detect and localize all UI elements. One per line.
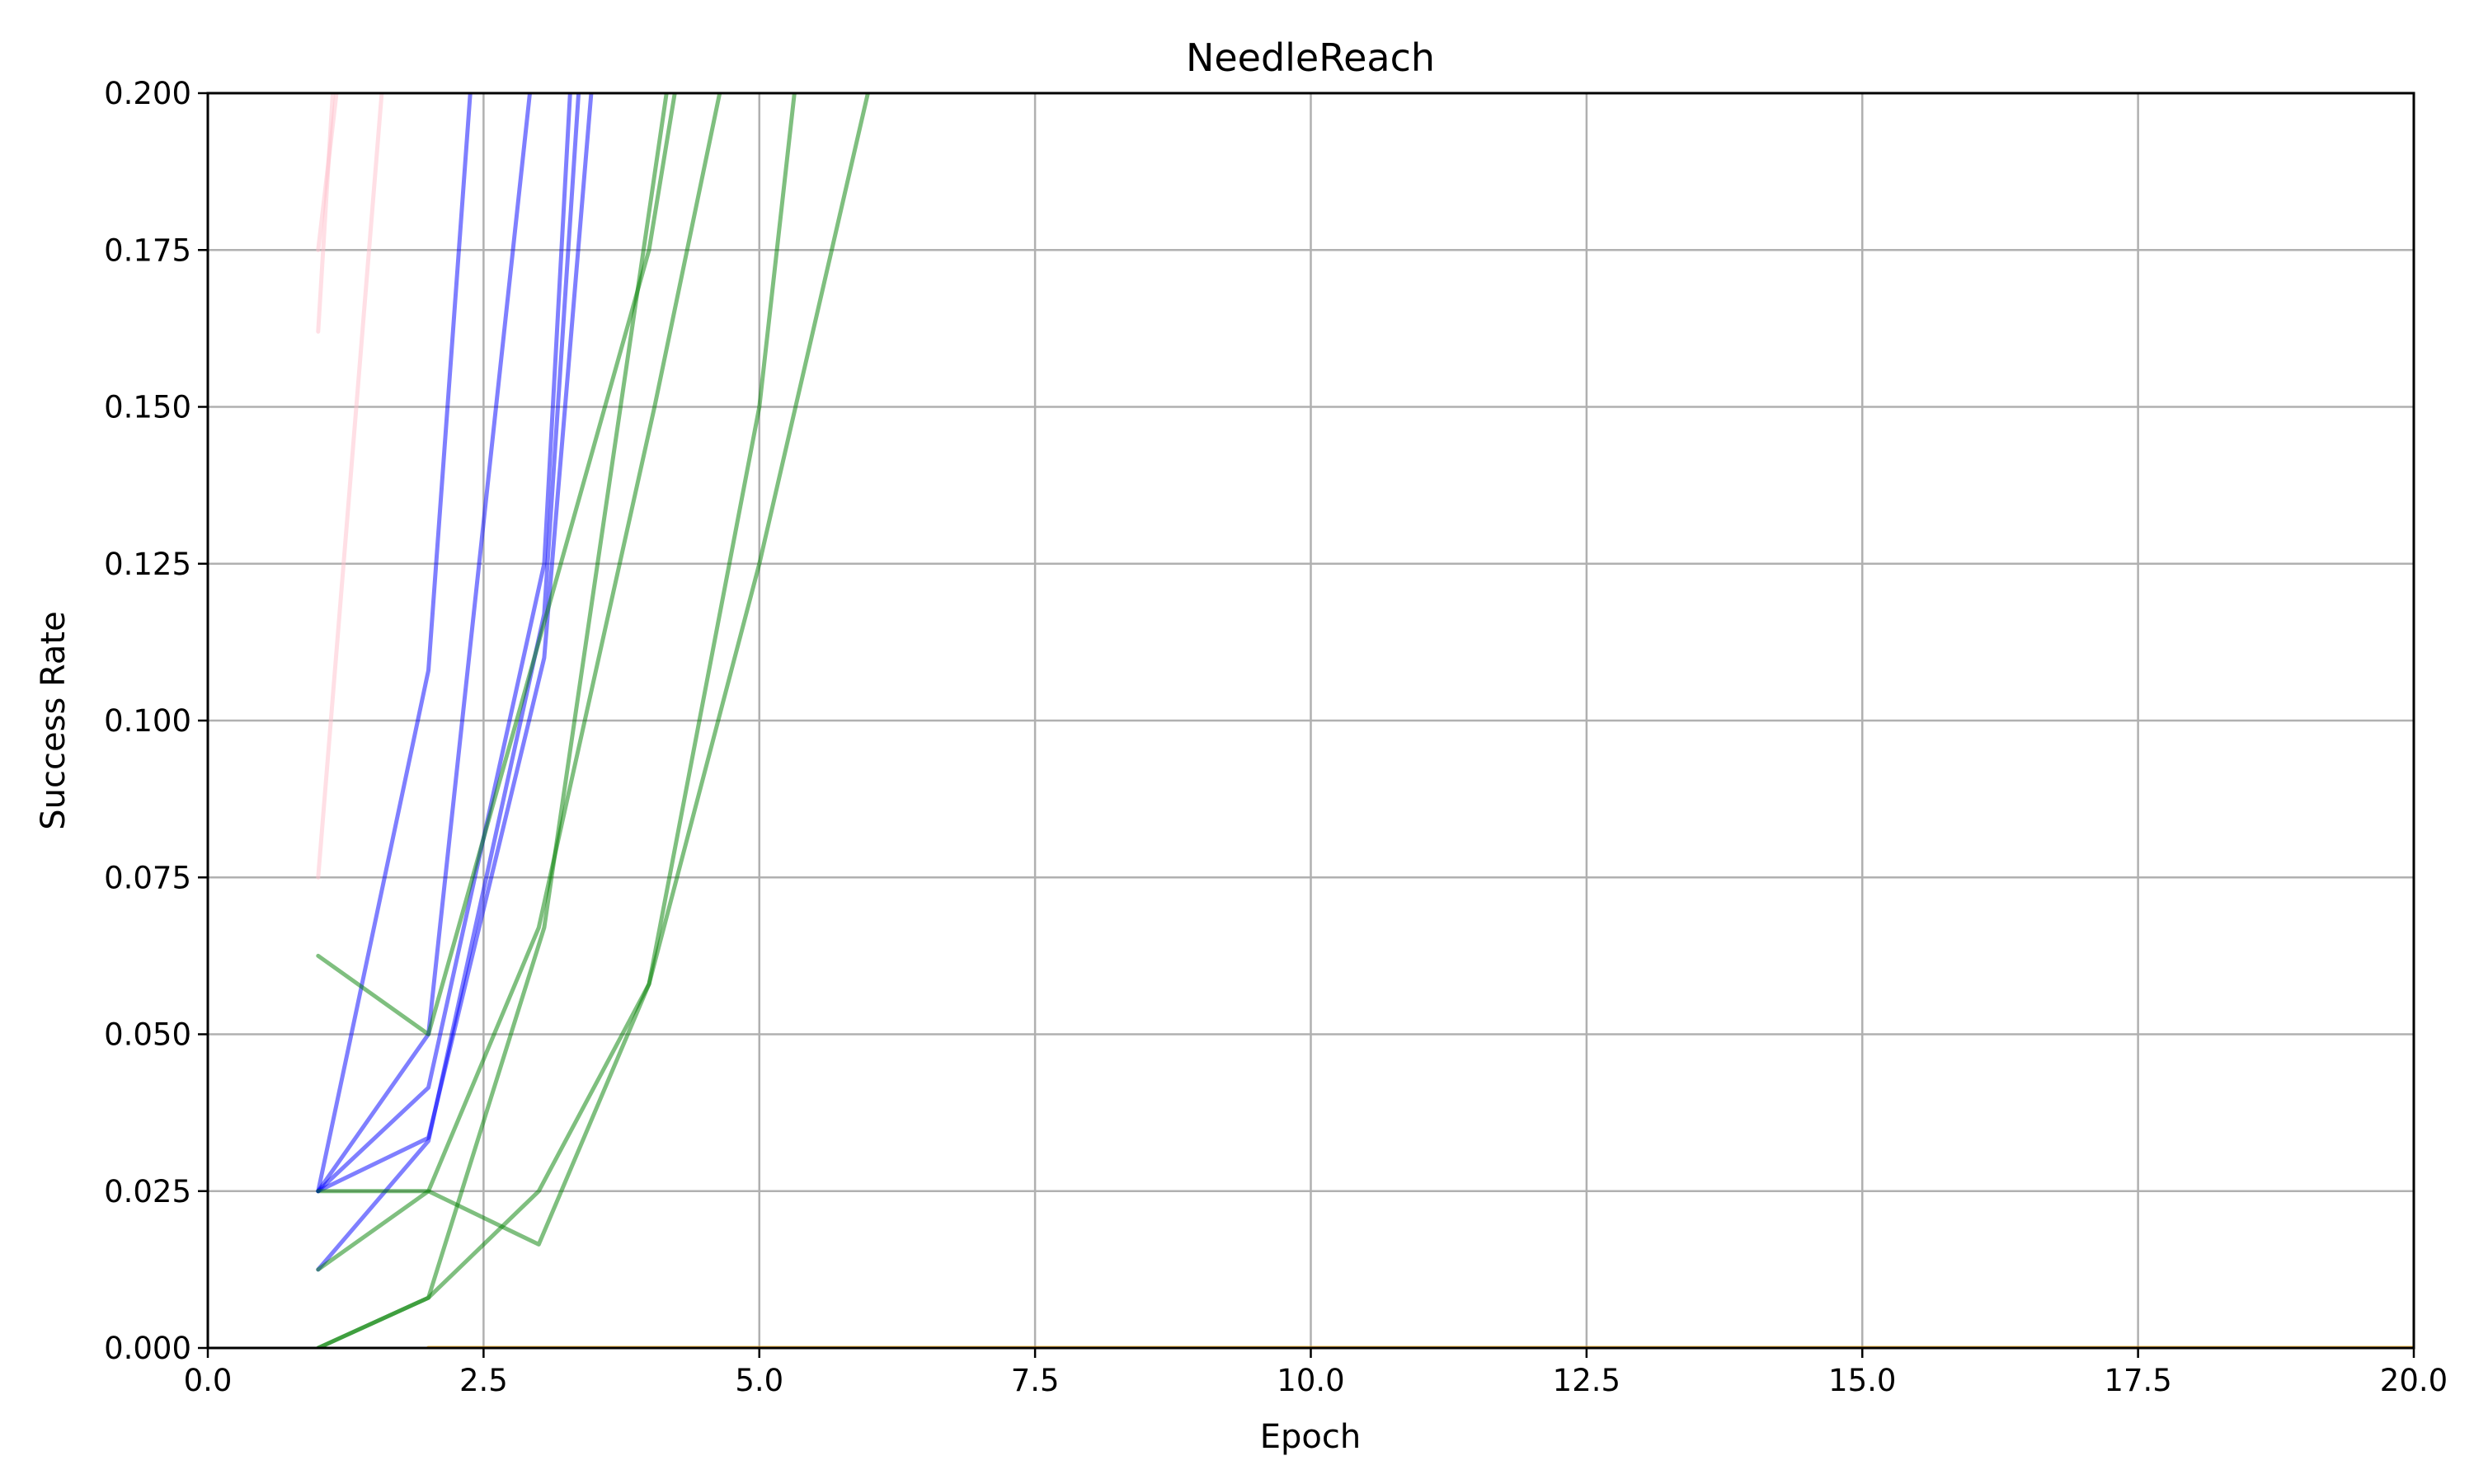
- y-tick-label: 0.075: [104, 860, 191, 895]
- y-tick-label: 0.125: [104, 547, 191, 582]
- series-line-10: [316, 93, 722, 1194]
- x-tick-label: 12.5: [1553, 1363, 1620, 1398]
- y-tick-label: 0.175: [104, 232, 191, 268]
- x-tick-label: 5.0: [735, 1363, 783, 1398]
- x-tick-label: 2.5: [459, 1363, 508, 1398]
- y-tick-label: 0.100: [104, 703, 191, 739]
- chart-title: NeedleReach: [1186, 35, 1435, 80]
- x-tick-label: 7.5: [1011, 1363, 1060, 1398]
- series-line-9: [316, 93, 677, 1036]
- series-line-3: [316, 93, 384, 880]
- x-tick-label: 10.0: [1277, 1363, 1344, 1398]
- y-tick-label: 0.025: [104, 1174, 191, 1209]
- x-tick-label: 15.0: [1828, 1363, 1896, 1398]
- x-tick-label: 0.0: [184, 1363, 233, 1398]
- x-tick-label: 20.0: [2380, 1363, 2448, 1398]
- y-tick-label: 0.000: [104, 1331, 191, 1366]
- y-tick-label: 0.050: [104, 1017, 191, 1053]
- y-tick-label: 0.200: [104, 76, 191, 111]
- series-line-13: [316, 93, 669, 1348]
- series-line-7: [316, 93, 581, 1272]
- y-axis-ticks: 0.000 0.025 0.050 0.075 0.100 0.125 0.150 0.175…: [104, 76, 208, 1366]
- series-line-4: [316, 93, 473, 1194]
- x-axis-label: Epoch: [1260, 1418, 1361, 1456]
- series-line-11: [316, 93, 797, 1272]
- x-axis-ticks: 0.0 2.5 5.0 7.5 10.0 12.5 15.0 17.5 20.0: [184, 1348, 2448, 1398]
- series-line-8: [316, 93, 594, 1194]
- y-tick-label: 0.150: [104, 390, 191, 425]
- x-tick-label: 17.5: [2104, 1363, 2171, 1398]
- y-axis-label: Success Rate: [35, 611, 73, 829]
